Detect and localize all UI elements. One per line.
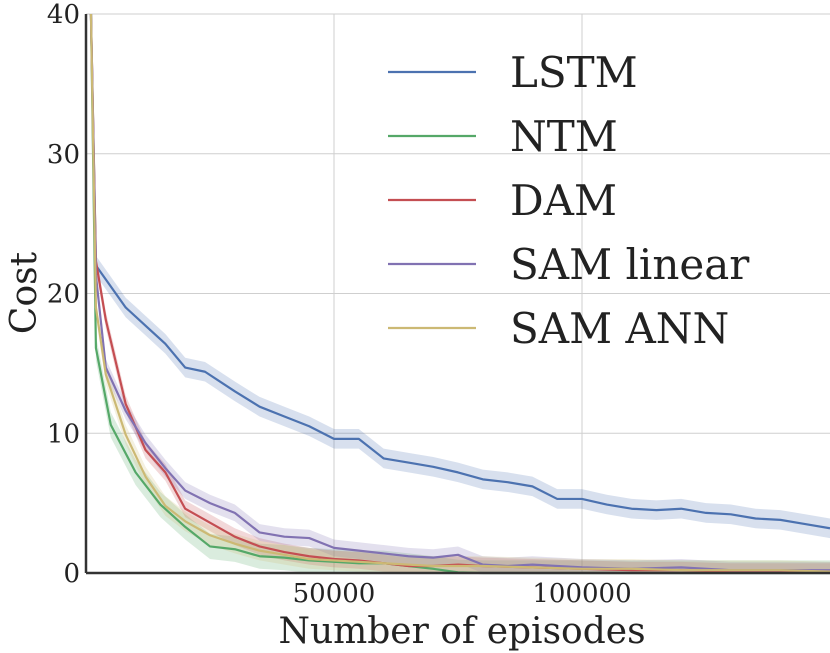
tick-labels: 0 10 20 30 40 50000 100000: [47, 0, 632, 609]
legend-label-ntm: NTM: [510, 112, 618, 161]
series-line-sam-ann: [89, 13, 830, 573]
x-tick-label: 100000: [532, 579, 631, 609]
x-axis-title: Number of episodes: [278, 611, 645, 652]
legend-label-lstm: LSTM: [510, 48, 638, 97]
grid: [86, 13, 830, 574]
legend-label-dam: DAM: [510, 176, 617, 225]
axes: [84, 14, 830, 575]
series-line-dam: [89, 13, 830, 573]
y-tick-label: 0: [63, 559, 80, 589]
y-tick-label: 20: [47, 280, 80, 310]
y-tick-label: 10: [47, 419, 80, 449]
band-lstm: [90, 14, 830, 539]
legend: LSTM NTM DAM SAM linear SAM ANN: [388, 48, 750, 353]
x-tick-label: 50000: [293, 579, 376, 609]
series-line-sam-linear: [89, 13, 830, 572]
y-axis-title: Cost: [4, 251, 45, 334]
legend-label-sam-linear: SAM linear: [510, 240, 750, 289]
y-tick-label: 30: [47, 140, 80, 170]
series-line-lstm: [89, 13, 830, 530]
series-lines: [89, 13, 830, 575]
confidence-bands: [90, 14, 830, 573]
y-tick-label: 40: [47, 0, 80, 30]
legend-label-sam-ann: SAM ANN: [510, 304, 729, 353]
band-ntm: [90, 14, 830, 573]
